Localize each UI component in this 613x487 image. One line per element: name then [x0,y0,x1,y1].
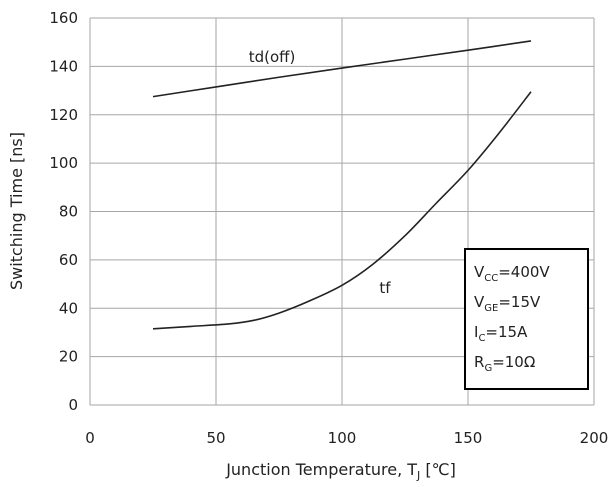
series-lines [152,40,532,330]
conditions-box: VCC=400V VGE=15V IC=15A RG=10Ω [464,248,589,390]
series-label-td-off: td(off) [249,48,296,66]
y-tick-label: 120 [49,106,78,124]
y-tick-label: 20 [59,348,78,366]
y-tick-label: 100 [49,154,78,172]
condition-line: VCC=400V [474,263,550,284]
x-tick-label: 200 [580,429,609,447]
x-tick-label: 50 [206,429,225,447]
y-tick-label: 160 [49,9,78,27]
condition-line: VGE=15V [474,293,541,314]
y-tick-label: 40 [59,299,78,317]
series-line-tf [152,91,532,330]
x-axis-label-sub: J [416,469,420,482]
y-tick-label: 60 [59,251,78,269]
x-tick-label: 100 [328,429,357,447]
y-axis-label: Switching Time [ns] [7,132,26,290]
y-tick-label: 0 [68,396,78,414]
x-axis-label-unit: [℃] [420,460,456,479]
x-axis-label: Junction Temperature, TJ [℃] [225,460,456,482]
series-line-td-off [152,40,532,98]
x-axis-label-main: Junction Temperature, T [225,460,417,479]
series-labels: td(off) tf [249,48,392,297]
x-tick-label: 150 [454,429,483,447]
grid [89,17,595,406]
y-tick-label: 80 [59,203,78,221]
y-tick-label: 140 [49,57,78,75]
x-tick-label: 0 [85,429,95,447]
series-label-tf: tf [379,279,391,297]
condition-line: IC=15A [474,323,528,344]
conditions-box-border [464,248,589,390]
tick-labels: 0 20 40 60 80 100 120 140 160 0 50 100 150 200 [49,9,608,447]
condition-line: RG=10Ω [474,353,535,374]
